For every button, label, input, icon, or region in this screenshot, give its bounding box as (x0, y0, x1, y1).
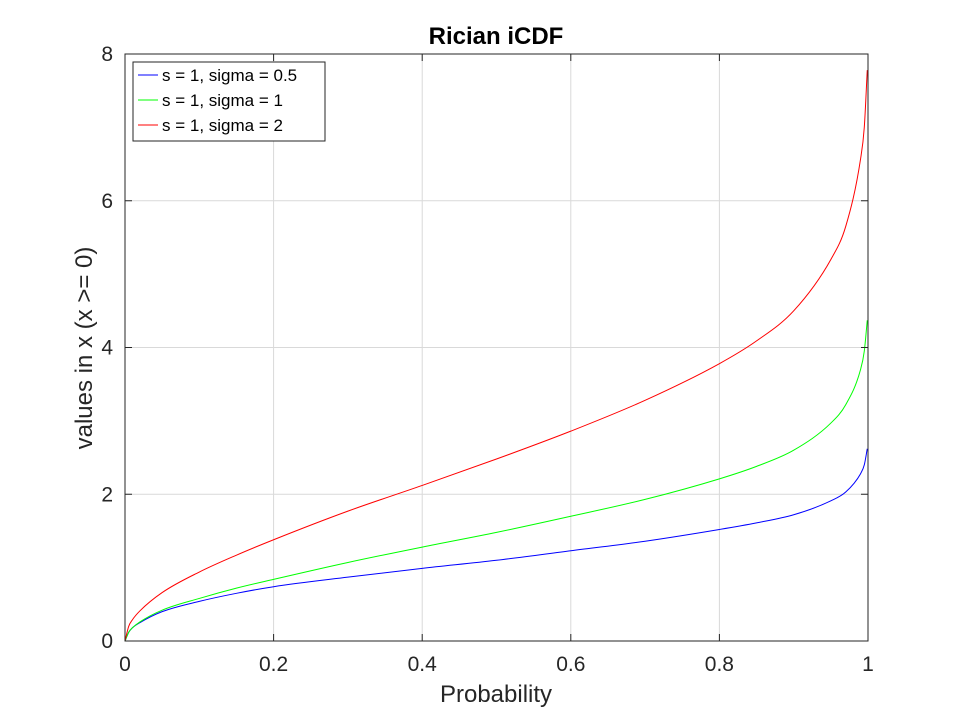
y-tick-label: 6 (101, 190, 113, 213)
x-tick-label: 1 (862, 653, 874, 676)
y-tick-label: 8 (101, 43, 113, 66)
tick-marks (124, 53, 869, 642)
y-tick-label: 4 (101, 337, 113, 360)
y-tick-label: 2 (101, 483, 113, 506)
x-axis-label: Probability (440, 681, 552, 708)
x-tick-label: 0.8 (705, 653, 734, 676)
y-axis-label: values in x (x >= 0) (71, 247, 98, 450)
x-tick-label: 0.4 (408, 653, 438, 676)
x-tick-label: 0.6 (556, 653, 585, 676)
series-lines (124, 70, 868, 642)
series-line-s-1-sigma-0-5 (124, 448, 868, 642)
legend: s = 1, sigma = 0.5 s = 1, sigma = 1 s = 1,… (132, 61, 326, 142)
y-tick-label: 0 (101, 630, 113, 653)
chart-title: Rician iCDF (429, 23, 564, 50)
series-line-s-1-sigma-2 (124, 70, 868, 642)
legend-label-s-1-sigma-0-5: s = 1, sigma = 0.5 (162, 66, 297, 85)
legend-label-s-1-sigma-2: s = 1, sigma = 2 (162, 116, 283, 135)
tick-labels: 0 0.2 0.4 0.6 0.8 1 0 2 4 6 8 (101, 43, 874, 676)
x-tick-label: 0 (119, 653, 131, 676)
series-line-s-1-sigma-1 (124, 320, 868, 642)
x-tick-label: 0.2 (259, 653, 288, 676)
legend-label-s-1-sigma-1: s = 1, sigma = 1 (162, 91, 283, 110)
legend-box (132, 61, 326, 142)
